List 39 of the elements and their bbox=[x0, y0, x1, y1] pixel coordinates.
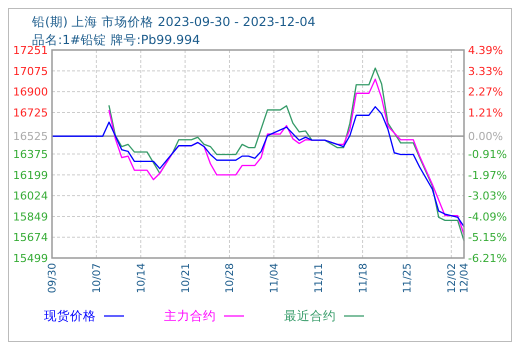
y-tick-label: 16199 bbox=[13, 168, 48, 182]
x-tick-label: 11/04 bbox=[268, 262, 281, 294]
y-tick-label: 16725 bbox=[13, 106, 48, 120]
y-tick-label: 16900 bbox=[13, 86, 48, 99]
x-tick-label: 10/07 bbox=[91, 263, 104, 294]
x-tick-label: 12/02 bbox=[446, 263, 458, 294]
y-tick-label: 16525 bbox=[13, 130, 48, 144]
y2-tick-label: -3.03% bbox=[468, 190, 507, 203]
y2-tick-label: 4.39% bbox=[468, 44, 503, 57]
y-tick-label: 17251 bbox=[13, 44, 48, 57]
x-tick-label: 12/04 bbox=[458, 262, 471, 294]
y2-tick-label: -4.09% bbox=[468, 210, 507, 224]
x-tick-label: 10/28 bbox=[224, 263, 236, 294]
x-tick-label: 11/18 bbox=[357, 263, 370, 294]
y-tick-label: 15499 bbox=[13, 252, 48, 265]
y2-tick-label: -1.97% bbox=[468, 168, 507, 182]
y-tick-label: 17075 bbox=[13, 64, 48, 78]
chart-subtitle: 品名:1#铅锭 牌号:Pb99.994 bbox=[32, 32, 200, 47]
y-tick-label: 16024 bbox=[13, 190, 48, 203]
y2-tick-label: -0.91% bbox=[468, 148, 507, 161]
y2-tick-label: 3.33% bbox=[468, 64, 503, 78]
y2-tick-label: -5.15% bbox=[468, 231, 507, 244]
y2-tick-label: -6.21% bbox=[468, 252, 507, 265]
chart-title: 铅(期) 上海 市场价格 2023-09-30 - 2023-12-04 bbox=[31, 14, 316, 29]
y-tick-label: 15674 bbox=[13, 231, 48, 244]
x-tick-label: 11/25 bbox=[402, 263, 414, 294]
legend-label: 现货价格 bbox=[44, 308, 96, 323]
legend-label: 最近合约 bbox=[284, 308, 336, 323]
y2-tick-label: 1.21% bbox=[468, 106, 503, 120]
y2-tick-label: 2.27% bbox=[468, 86, 503, 99]
x-tick-label: 11/11 bbox=[312, 263, 325, 294]
x-tick-label: 09/30 bbox=[46, 263, 59, 294]
legend-label: 主力合约 bbox=[164, 308, 216, 323]
x-tick-label: 10/21 bbox=[180, 263, 192, 294]
line-series bbox=[51, 106, 465, 228]
y-tick-label: 16375 bbox=[13, 148, 48, 161]
y-tick-label: 15849 bbox=[13, 210, 48, 224]
y2-tick-label: 0.00% bbox=[468, 130, 503, 144]
x-tick-label: 10/14 bbox=[135, 262, 148, 294]
